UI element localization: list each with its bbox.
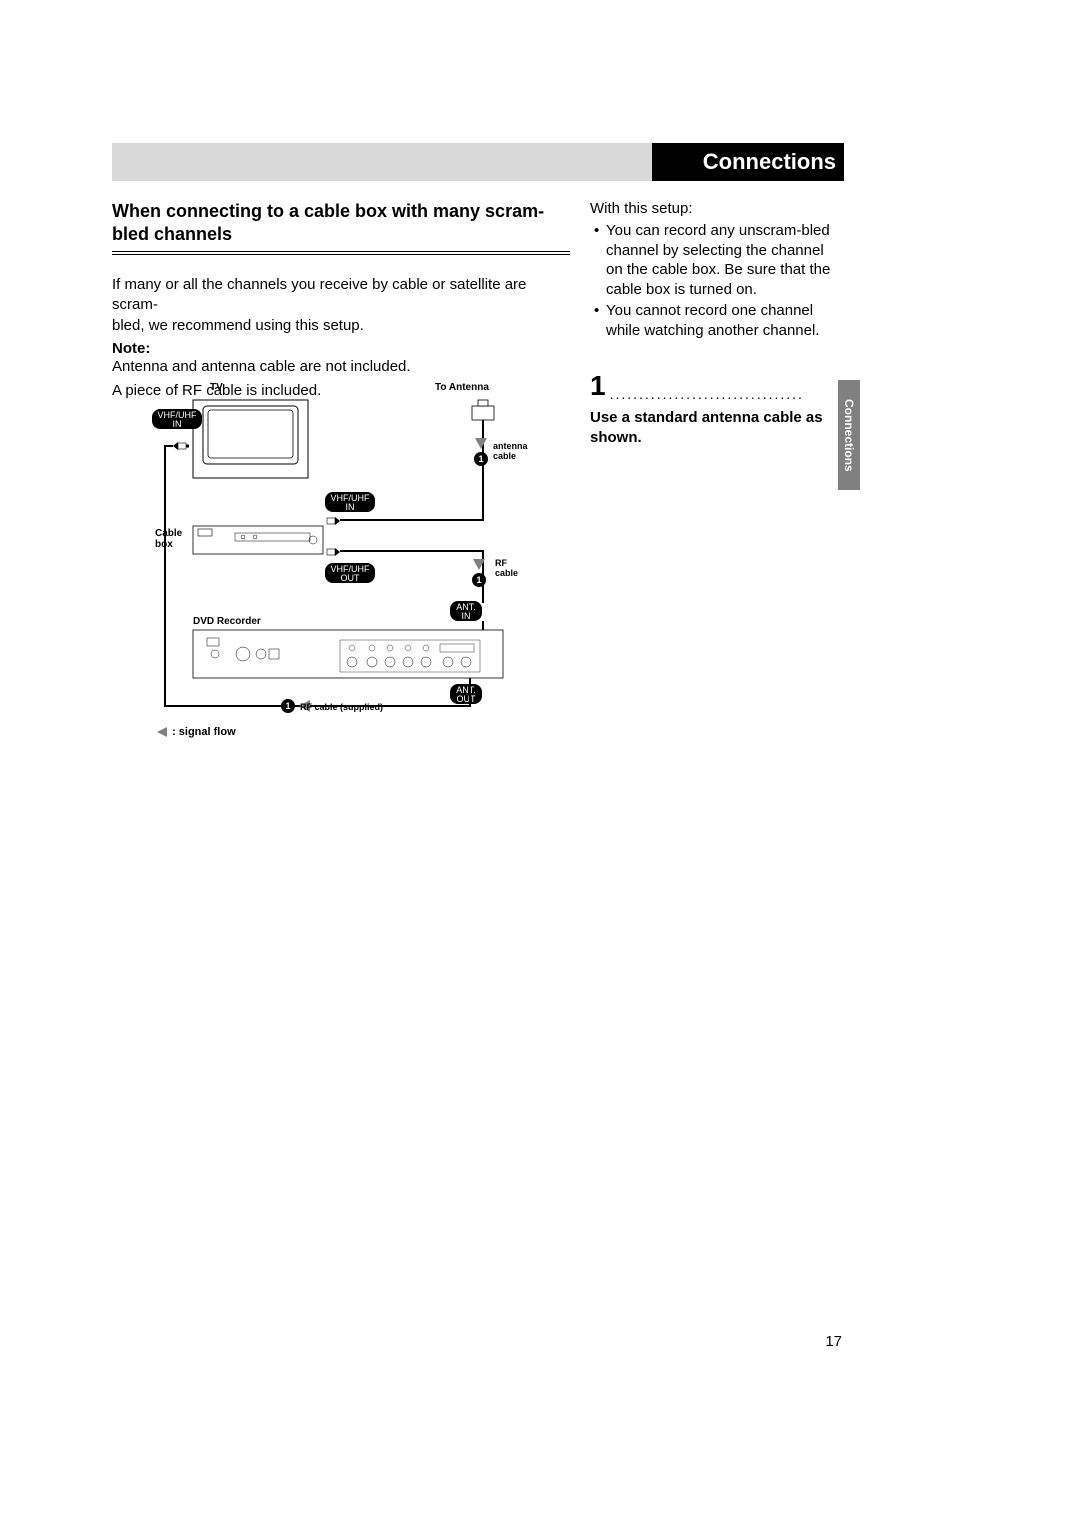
tv-label: TV bbox=[210, 382, 223, 393]
right-column: With this setup: You can record any unsc… bbox=[590, 200, 838, 449]
bullet-list: You can record any unscram-bled channel … bbox=[590, 221, 838, 340]
antenna-cable: antennacable bbox=[493, 441, 529, 461]
step-number: 1 bbox=[590, 370, 606, 402]
cablebox-label: Cablebox bbox=[155, 528, 183, 550]
to-antenna-label: To Antenna bbox=[435, 382, 489, 393]
dvd-label: DVD Recorder bbox=[193, 616, 261, 627]
header-gray-bar bbox=[112, 143, 652, 181]
svg-text:IN: IN bbox=[462, 611, 471, 621]
step-text: Use a standard antenna cable as shown. bbox=[590, 408, 838, 449]
connection-diagram: TV VHF/UHF IN To Antenna 1 antennacable … bbox=[135, 376, 553, 756]
header-title: Connections bbox=[703, 149, 836, 174]
setup-intro: With this setup: bbox=[590, 200, 838, 217]
list-item: You can record any unscram-bled channel … bbox=[606, 221, 838, 299]
note-label: Note: bbox=[112, 340, 570, 357]
svg-text:1: 1 bbox=[285, 701, 290, 711]
page-number: 17 bbox=[825, 1333, 842, 1350]
side-tab-label: Connections bbox=[842, 399, 856, 472]
svg-text:1: 1 bbox=[476, 575, 481, 585]
intro-text: If many or all the channels you receive … bbox=[112, 275, 570, 336]
signal-flow-note: : signal flow bbox=[157, 726, 236, 738]
left-column: When connecting to a cable box with many… bbox=[112, 200, 570, 405]
in-tv: IN bbox=[173, 419, 182, 429]
side-tab: Connections bbox=[838, 380, 860, 490]
section-title: When connecting to a cable box with many… bbox=[112, 200, 570, 245]
step-dots: ................................. bbox=[610, 386, 804, 402]
svg-text:OUT: OUT bbox=[341, 573, 361, 583]
svg-text:OUT: OUT bbox=[457, 694, 477, 704]
note-line-1: Antenna and antenna cable are not includ… bbox=[112, 357, 570, 377]
step-row: 1................................. Use a… bbox=[590, 370, 838, 449]
list-item: You cannot record one channel while watc… bbox=[606, 301, 838, 340]
section-rule bbox=[112, 251, 570, 255]
rf-cable-label: RFcable bbox=[495, 558, 518, 578]
header-title-bar: Connections bbox=[652, 143, 844, 181]
rf-supplied-label: RF cable (supplied) bbox=[300, 702, 383, 712]
svg-text:IN: IN bbox=[346, 502, 355, 512]
svg-text:1: 1 bbox=[478, 454, 483, 464]
